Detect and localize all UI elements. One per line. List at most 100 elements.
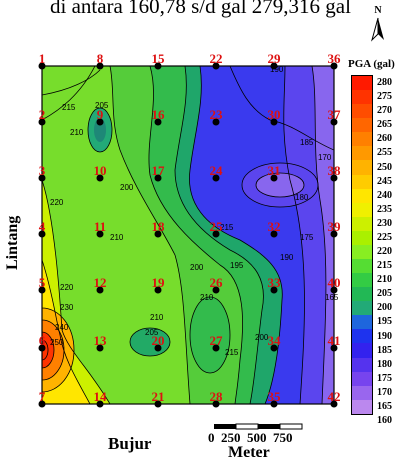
legend-title: PGA (gal): [348, 58, 395, 70]
legend-swatch: [352, 244, 372, 260]
contour-label: 215: [220, 223, 234, 232]
contour-label: 190: [270, 65, 284, 74]
legend-swatch: [352, 385, 372, 400]
station-point: [212, 344, 220, 352]
station-label: 13: [94, 333, 108, 348]
legend-label: 265: [377, 119, 392, 131]
legend-swatch: [352, 371, 372, 386]
station-label: 3: [39, 163, 46, 178]
legend-swatch: [352, 329, 372, 344]
station-label: 11: [94, 219, 106, 234]
station-point: [38, 118, 46, 126]
station-point: [154, 230, 162, 238]
contour-label: 190: [280, 253, 294, 262]
contour-label: 200: [190, 263, 204, 272]
legend-label: 250: [377, 161, 392, 173]
station-label: 12: [94, 275, 107, 290]
legend-label: 175: [377, 372, 392, 384]
station-point: [154, 62, 162, 70]
station-point: [154, 286, 162, 294]
station-label: 22: [210, 51, 223, 66]
legend-label: 255: [377, 147, 392, 159]
contour-label: 220: [60, 283, 74, 292]
north-letter: N: [374, 5, 382, 16]
station-point: [330, 118, 338, 126]
contour-label: 170: [318, 153, 332, 162]
station-point: [330, 174, 338, 182]
legend-label: 245: [377, 175, 392, 187]
contour-labels: 215 210 205 220 200 210 190 185 180 175 170 195 165 2…: [50, 65, 339, 357]
contour-label: 165: [325, 293, 339, 302]
station-point: [38, 344, 46, 352]
legend-label: 170: [377, 386, 392, 398]
station-label: 21: [152, 389, 165, 404]
scale-tick-3: 750: [273, 430, 293, 445]
station-label: 6: [39, 333, 46, 348]
station-point: [212, 174, 220, 182]
station-label: 35: [268, 389, 282, 404]
station-point: [38, 230, 46, 238]
station-point: [38, 286, 46, 294]
station-label: 9: [97, 107, 104, 122]
legend-swatch: [352, 357, 372, 372]
station-label: 36: [328, 51, 342, 66]
station-point: [330, 344, 338, 352]
station-label: 2: [39, 107, 46, 122]
legend-label: 180: [377, 358, 392, 370]
station-label: 10: [94, 163, 107, 178]
legend-label: 160: [377, 415, 392, 426]
contour-label: 200: [255, 333, 269, 342]
scale-bar: [214, 423, 303, 430]
legend-label: 235: [377, 203, 392, 215]
legend-swatch: [352, 76, 372, 91]
legend-label: 210: [377, 274, 392, 286]
station-label: 40: [328, 275, 341, 290]
contour-label: 215: [62, 103, 76, 112]
legend-label: 225: [377, 231, 392, 243]
station-point: [38, 62, 46, 70]
contour-label: 185: [300, 138, 314, 147]
legend-swatch: [352, 146, 372, 161]
legend-swatch: [352, 118, 372, 133]
legend-label: 240: [377, 189, 392, 201]
contour-label: 250: [50, 338, 64, 347]
station-label: 5: [39, 275, 46, 290]
station-label: 1: [39, 51, 46, 66]
legend-swatch: [352, 90, 372, 105]
legend-label: 195: [377, 316, 392, 328]
legend-swatch: [352, 188, 372, 203]
legend-label: 260: [377, 133, 392, 145]
station-label: 37: [328, 107, 342, 122]
station-label: 19: [152, 275, 166, 290]
legend-swatch: [352, 301, 372, 316]
scale-tick-0: 0: [208, 430, 215, 445]
station-point: [212, 230, 220, 238]
station-point: [212, 400, 220, 408]
legend-swatch: [352, 160, 372, 175]
legend-swatch: [352, 202, 372, 217]
contour-label: 220: [50, 198, 64, 207]
station-label: 8: [97, 51, 104, 66]
scale-tick-1: 250: [221, 430, 241, 445]
contour-label: 210: [70, 128, 84, 137]
contour-label: 210: [110, 233, 124, 242]
station-label: 20: [152, 333, 165, 348]
contour-label: 210: [150, 313, 164, 322]
station-point: [212, 118, 220, 126]
station-point: [38, 174, 46, 182]
legend-label: 270: [377, 105, 392, 117]
legend-swatch: [352, 273, 372, 288]
station-point: [330, 400, 338, 408]
legend-swatch: [352, 216, 372, 231]
station-label: 29: [268, 51, 282, 66]
legend-swatch: [352, 132, 372, 147]
station-point: [96, 286, 104, 294]
legend-label: 205: [377, 288, 392, 300]
station-point: [154, 344, 162, 352]
station-label: 15: [152, 51, 166, 66]
station-point: [270, 118, 278, 126]
scale-tick-labels: 0 250 500 750: [208, 430, 293, 446]
legend-label: 185: [377, 344, 392, 356]
station-point: [330, 230, 338, 238]
station-label: 25: [210, 219, 224, 234]
